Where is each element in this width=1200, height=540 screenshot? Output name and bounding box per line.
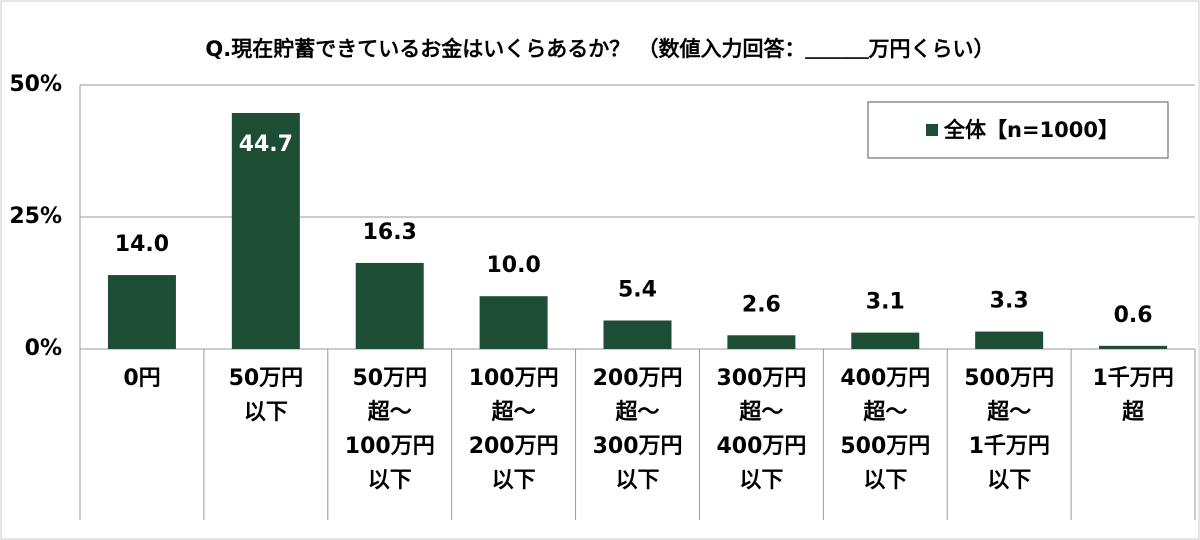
- x-tick-label: 300万円 超～ 400万円 以下: [716, 366, 807, 493]
- bar: [355, 262, 424, 349]
- x-tick-label: 200万円 超～ 300万円 以下: [592, 366, 683, 493]
- legend-label: 全体【n=1000】: [943, 118, 1119, 142]
- legend-box: [867, 101, 1169, 159]
- x-tick-label: 50万円 以下: [228, 366, 304, 425]
- bar: [975, 331, 1044, 349]
- value-label: 14.0: [115, 232, 169, 257]
- bar: [231, 112, 300, 349]
- value-label: 44.7: [239, 132, 293, 157]
- value-label: 3.1: [866, 290, 905, 315]
- y-tick-label: 25%: [9, 204, 62, 229]
- value-label: 5.4: [618, 277, 657, 302]
- legend-swatch: [926, 124, 938, 136]
- x-tick-label: 0円: [123, 366, 161, 391]
- value-label: 3.3: [990, 289, 1029, 314]
- x-tick-label: 1千万円 超: [1092, 366, 1174, 425]
- x-tick-label: 500万円 超～ 1千万円 以下: [964, 366, 1055, 493]
- y-tick-label: 50%: [9, 72, 62, 97]
- bar: [851, 332, 920, 349]
- bar: [727, 335, 796, 349]
- bar: [479, 296, 548, 349]
- x-tick-label: 400万円 超～ 500万円 以下: [840, 366, 931, 493]
- bar: [603, 320, 672, 349]
- value-label: 16.3: [363, 220, 417, 245]
- x-tick-label: 100万円 超～ 200万円 以下: [468, 366, 559, 493]
- y-tick-label: 0%: [25, 336, 62, 361]
- value-label: 10.0: [486, 253, 540, 278]
- value-label: 0.6: [1114, 303, 1153, 328]
- bar: [1099, 345, 1168, 349]
- chart-title: Q.現在貯蓄できているお金はいくらあるか？ （数値入力回答：＿＿＿万円くらい）: [205, 37, 994, 61]
- value-label: 2.6: [742, 292, 781, 317]
- bar: [107, 275, 176, 349]
- x-tick-label: 50万円 超～ 100万円 以下: [344, 366, 435, 493]
